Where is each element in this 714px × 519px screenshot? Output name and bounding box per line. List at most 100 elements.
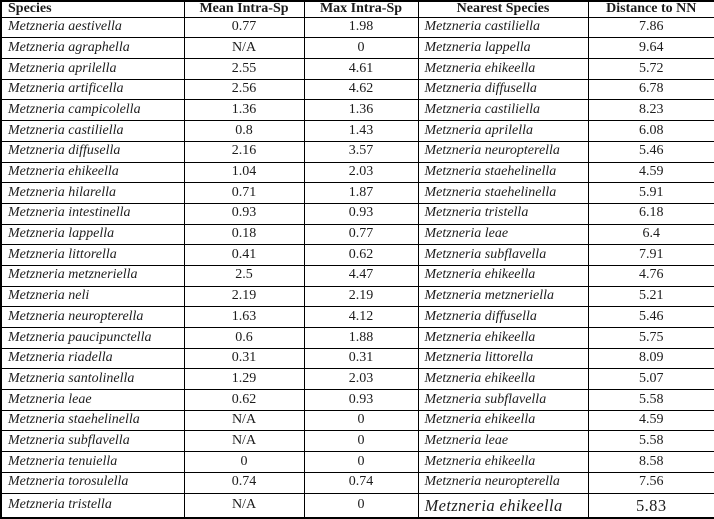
max-intra-sp-cell: 0.77 [303,223,419,246]
mean-intra-sp-cell: 0.31 [183,347,305,370]
species-cell: Metzneria torosulella [0,471,185,494]
nearest-species-cell: Metzneria ehikeella [417,409,589,432]
table-row: Metzneria torosulella 0.74 0.74 Metzneria n… [0,471,714,494]
nearest-species-cell: Metzneria leae [417,223,589,246]
mean-intra-sp-cell: N/A [183,492,305,519]
species-cell: Metzneria metzneriella [0,264,185,287]
distance-to-nn-cell: 5.75 [587,327,714,349]
species-cell: Metzneria staehelinella [0,409,185,432]
max-intra-sp-cell: 0.62 [303,244,419,266]
species-cell: Metzneria ehikeella [0,161,185,184]
mean-intra-sp-cell: 0.74 [183,471,305,494]
nearest-species-cell: Metzneria ehikeella [417,264,589,287]
column-header-distance-to-nn: Distance to NN [587,0,714,18]
species-cell: Metzneria riadella [0,347,185,370]
mean-intra-sp-cell: 1.04 [183,161,305,184]
table-row: Metzneria castiliella 0.8 1.43 Metzneria ap… [0,120,714,142]
nearest-species-cell: Metzneria lappella [417,37,589,60]
distance-to-nn-cell: 6.78 [587,78,714,101]
distance-to-nn-cell: 6.4 [587,223,714,246]
mean-intra-sp-cell: N/A [183,37,305,60]
max-intra-sp-cell: 0.31 [303,347,419,370]
mean-intra-sp-cell: 2.5 [183,264,305,287]
species-cell: Metzneria aestivella [0,16,185,39]
column-header-species: Species [0,0,185,18]
mean-intra-sp-cell: 0.18 [183,223,305,246]
table-row: Metzneria aprilella 2.55 4.61 Metzneria ehi… [0,58,714,80]
max-intra-sp-cell: 0.74 [303,471,419,494]
distance-to-nn-cell: 4.76 [587,264,714,287]
table-row: Metzneria tenuiella 0 0 Metzneria ehikeella… [0,451,714,473]
nearest-species-cell: Metzneria subflavella [417,389,589,411]
species-cell: Metzneria santolinella [0,368,185,391]
mean-intra-sp-cell: 2.19 [183,285,305,308]
distance-to-nn-cell: 5.58 [587,430,714,453]
header-row: Species Mean Intra-Sp Max Intra-Sp Nearest … [0,0,714,18]
nearest-species-cell: Metzneria leae [417,430,589,453]
species-cell: Metzneria littorella [0,244,185,266]
species-cell: Metzneria aprilella [0,58,185,80]
mean-intra-sp-cell: 1.63 [183,306,305,328]
max-intra-sp-cell: 2.03 [303,161,419,184]
table-row: Metzneria campicolella 1.36 1.36 Metzneria … [0,99,714,122]
max-intra-sp-cell: 0 [303,409,419,432]
mean-intra-sp-cell: 2.56 [183,78,305,101]
table-row: Metzneria aestivella 0.77 1.98 Metzneria ca… [0,16,714,39]
max-intra-sp-cell: 0 [303,37,419,60]
column-header-nearest-species: Nearest Species [417,0,589,18]
species-cell: Metzneria hilarella [0,182,185,204]
table-row: Metzneria santolinella 1.29 2.03 Metzneria … [0,368,714,391]
max-intra-sp-cell: 1.36 [303,99,419,122]
table-row: Metzneria leae 0.62 0.93 Metzneria subflave… [0,389,714,411]
max-intra-sp-cell: 3.57 [303,140,419,163]
species-cell: Metzneria tenuiella [0,451,185,473]
table-row: Metzneria lappella 0.18 0.77 Metzneria leae… [0,223,714,246]
table-row: Metzneria artificella 2.56 4.62 Metzneria d… [0,78,714,101]
table-row: Metzneria neuropterella 1.63 4.12 Metzneria… [0,306,714,328]
nearest-species-cell: Metzneria staehelinella [417,161,589,184]
species-cell: Metzneria artificella [0,78,185,101]
mean-intra-sp-cell: 1.36 [183,99,305,122]
distance-to-nn-cell: 5.72 [587,58,714,80]
species-cell: Metzneria tristella [0,492,185,519]
table-row: Metzneria staehelinella N/A 0 Metzneria ehi… [0,409,714,432]
species-cell: Metzneria campicolella [0,99,185,122]
max-intra-sp-cell: 4.47 [303,264,419,287]
table-row: Metzneria subflavella N/A 0 Metzneria leae 5… [0,430,714,453]
distance-to-nn-cell: 8.23 [587,99,714,122]
max-intra-sp-cell: 0 [303,430,419,453]
max-intra-sp-cell: 0.93 [303,202,419,225]
distance-to-nn-cell: 5.91 [587,182,714,204]
table-row: Metzneria paucipunctella 0.6 1.88 Metzneria… [0,327,714,349]
nearest-species-cell: Metzneria subflavella [417,244,589,266]
nearest-species-cell: Metzneria staehelinella [417,182,589,204]
nearest-species-cell: Metzneria neuropterella [417,471,589,494]
nearest-species-cell: Metzneria ehikeella [417,58,589,80]
mean-intra-sp-cell: 0.6 [183,327,305,349]
max-intra-sp-cell: 0 [303,451,419,473]
mean-intra-sp-cell: 0.77 [183,16,305,39]
mean-intra-sp-cell: N/A [183,409,305,432]
nearest-species-cell: Metzneria ehikeella [417,327,589,349]
nearest-species-cell: Metzneria diffusella [417,78,589,101]
table-row: Metzneria ehikeella 1.04 2.03 Metzneria sta… [0,161,714,184]
mean-intra-sp-cell: 0.71 [183,182,305,204]
distance-to-nn-cell: 5.46 [587,140,714,163]
max-intra-sp-cell: 1.88 [303,327,419,349]
mean-intra-sp-cell: 2.16 [183,140,305,163]
species-cell: Metzneria diffusella [0,140,185,163]
mean-intra-sp-cell: 0.8 [183,120,305,142]
distance-to-nn-cell: 5.46 [587,306,714,328]
column-header-max-intra-sp: Max Intra-Sp [303,0,419,18]
nearest-species-cell: Metzneria neuropterella [417,140,589,163]
mean-intra-sp-cell: 0.93 [183,202,305,225]
species-cell: Metzneria castiliella [0,120,185,142]
mean-intra-sp-cell: 0.41 [183,244,305,266]
max-intra-sp-cell: 1.87 [303,182,419,204]
nearest-species-cell: Metzneria diffusella [417,306,589,328]
table-row: Metzneria littorella 0.41 0.62 Metzneria su… [0,244,714,266]
table-row: Metzneria diffusella 2.16 3.57 Metzneria ne… [0,140,714,163]
distance-to-nn-cell: 8.09 [587,347,714,370]
species-cell: Metzneria intestinella [0,202,185,225]
